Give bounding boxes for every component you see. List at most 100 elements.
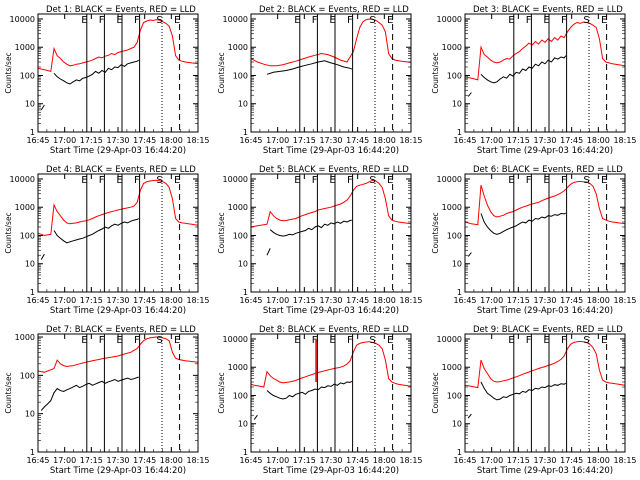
series-lld-line	[251, 341, 411, 388]
x-axis-label: Start Time (29-Apr-03 16:44:20)	[263, 306, 399, 316]
series-lld-line	[465, 180, 625, 226]
chart-title: Det 6: BLACK = Events, RED = LLD	[473, 165, 623, 175]
interval-letter: S	[583, 335, 589, 346]
y-tick-label: 10000	[10, 175, 35, 184]
interval-letter: S	[583, 15, 589, 26]
x-tick-label: 18:00	[373, 456, 396, 465]
interval-letter: F	[526, 175, 532, 186]
y-tick-label: 100	[233, 231, 248, 240]
interval-letter: E	[81, 335, 87, 346]
series-events-line	[480, 212, 567, 235]
y-axis-label: Counts/sec	[431, 212, 440, 253]
x-axis-label: Start Time (29-Apr-03 16:44:20)	[50, 466, 186, 476]
x-tick-label: 16:45	[26, 456, 49, 465]
interval-letter: S	[156, 15, 162, 26]
plot-frame	[464, 333, 626, 453]
plot-frame	[250, 13, 412, 133]
series-lld-line	[251, 179, 411, 228]
y-tick-label: 10000	[10, 15, 35, 24]
x-tick-label: 17:45	[560, 456, 583, 465]
y-tick-label: 10	[25, 410, 35, 419]
interval-letter: F	[561, 175, 567, 186]
y-tick-label: 1000	[442, 43, 462, 52]
x-tick-label: 17:45	[560, 136, 583, 145]
interval-letter: F	[312, 15, 318, 26]
x-tick-label: 16:45	[239, 456, 262, 465]
chart-title: Det 8: BLACK = Events, RED = LLD	[259, 325, 409, 335]
x-tick-label: 17:00	[266, 136, 289, 145]
x-tick-label: 18:00	[587, 456, 610, 465]
series-events-line	[40, 253, 45, 260]
series-events-line	[480, 55, 567, 84]
y-tick-label: 100	[20, 371, 35, 380]
y-tick-label: 1000	[228, 203, 248, 212]
series-events-line	[269, 219, 352, 237]
series-events-line	[480, 381, 567, 401]
y-tick-label: 10000	[437, 335, 462, 344]
x-tick-label: 17:30	[319, 296, 342, 305]
interval-letter: F	[561, 335, 567, 346]
y-tick-label: 1	[243, 288, 248, 297]
interval-letter: S	[156, 335, 162, 346]
chart-title: Det 5: BLACK = Events, RED = LLD	[259, 165, 409, 175]
x-tick-label: 17:15	[507, 456, 530, 465]
chart-title: Det 7: BLACK = Events, RED = LLD	[46, 325, 196, 335]
x-tick-label: 18:00	[373, 136, 396, 145]
interval-letter: E	[508, 335, 514, 346]
interval-letter: S	[369, 175, 375, 186]
y-tick-label: 10	[452, 260, 462, 269]
x-tick-label: 17:30	[533, 136, 556, 145]
interval-letter: E	[116, 15, 122, 26]
x-axis-label: Start Time (29-Apr-03 16:44:20)	[477, 146, 613, 156]
x-tick-label: 16:45	[239, 296, 262, 305]
interval-letter: F	[134, 175, 140, 186]
interval-letter: F	[134, 15, 140, 26]
series-events-line	[266, 60, 353, 75]
x-tick-label: 17:30	[533, 296, 556, 305]
series-lld-line	[38, 19, 198, 73]
y-tick-label: 1	[457, 128, 462, 137]
series-lld-line	[251, 18, 411, 67]
y-axis-label: Counts/sec	[4, 52, 13, 93]
interval-letter: E	[294, 335, 300, 346]
x-tick-label: 17:00	[53, 136, 76, 145]
x-axis-label: Start Time (29-Apr-03 16:44:20)	[477, 306, 613, 316]
y-tick-label: 10	[25, 260, 35, 269]
series-events-line	[53, 218, 140, 244]
series-events-line	[467, 413, 472, 419]
x-tick-label: 17:30	[106, 456, 129, 465]
series-lld-line	[315, 339, 318, 382]
interval-letter: S	[156, 175, 162, 186]
series-events-line	[266, 248, 271, 256]
x-tick-label: 17:45	[133, 296, 156, 305]
y-tick-label: 100	[233, 391, 248, 400]
interval-letter: E	[294, 15, 300, 26]
x-tick-label: 18:00	[373, 296, 396, 305]
y-tick-label: 10	[452, 100, 462, 109]
y-tick-label: 10	[238, 420, 248, 429]
x-tick-label: 18:15	[186, 136, 209, 145]
x-tick-label: 18:15	[613, 136, 636, 145]
interval-letter: E	[387, 175, 393, 186]
x-axis-label: Start Time (29-Apr-03 16:44:20)	[477, 466, 613, 476]
y-tick-label: 10000	[437, 15, 462, 24]
interval-letter: E	[174, 335, 180, 346]
interval-letter: F	[526, 335, 532, 346]
interval-letter: E	[601, 15, 607, 26]
y-tick-label: 1	[457, 288, 462, 297]
interval-letter: S	[583, 175, 589, 186]
y-tick-label: 1000	[15, 203, 35, 212]
y-axis-label: Counts/sec	[217, 372, 226, 413]
x-tick-label: 17:30	[319, 136, 342, 145]
x-tick-label: 16:45	[453, 136, 476, 145]
x-tick-label: 18:15	[613, 296, 636, 305]
y-tick-label: 100	[447, 391, 462, 400]
series-events-line	[53, 59, 140, 85]
x-tick-label: 17:15	[293, 296, 316, 305]
x-tick-label: 18:00	[160, 136, 183, 145]
y-axis-label: Counts/sec	[431, 52, 440, 93]
x-tick-label: 17:30	[319, 456, 342, 465]
